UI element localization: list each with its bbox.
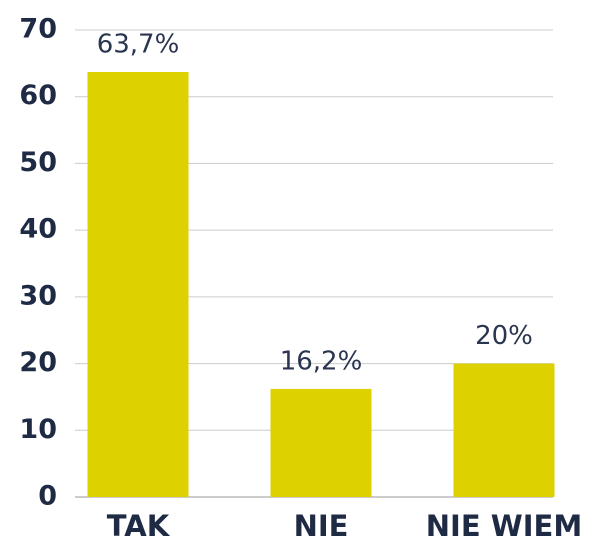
y-tick-label: 70 (19, 14, 57, 45)
y-tick-label: 20 (19, 347, 57, 378)
y-tick-label: 60 (19, 80, 57, 111)
x-tick-label: TAK (107, 509, 171, 543)
value-label: 20% (475, 321, 533, 351)
bar (87, 72, 189, 497)
x-tick-label: NIE WIEM (426, 509, 582, 543)
bar (270, 388, 372, 497)
y-tick-label: 40 (19, 214, 57, 245)
bar (453, 363, 555, 497)
x-tick-label: NIE (294, 509, 349, 543)
y-tick-label: 50 (19, 147, 57, 178)
value-label: 16,2% (280, 346, 363, 376)
y-tick-label: 30 (19, 280, 57, 311)
y-tick-label: 10 (19, 414, 57, 445)
value-label: 63,7% (97, 30, 180, 60)
y-tick-label: 0 (38, 481, 57, 512)
